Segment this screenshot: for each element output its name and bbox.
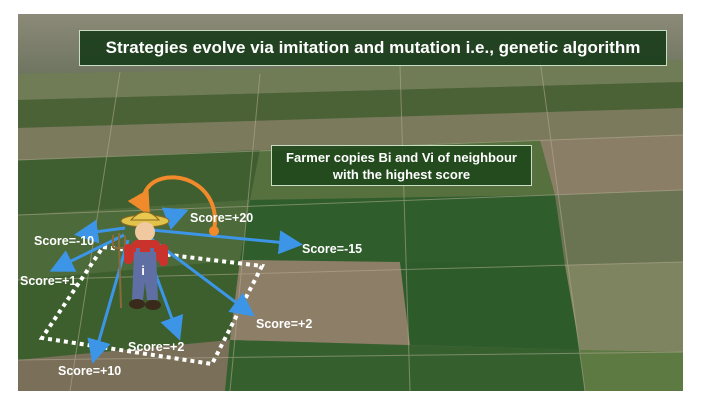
arrow-to-minus15 xyxy=(151,228,303,255)
score-label-plus1: Score=+1 xyxy=(20,274,76,288)
title-banner: Strategies evolve via imitation and muta… xyxy=(79,30,667,66)
score-label-plus10: Score=+10 xyxy=(58,364,121,378)
arrow-to-minus10 xyxy=(74,219,126,244)
title-banner-text: Strategies evolve via imitation and muta… xyxy=(105,38,641,57)
note-line-1: Farmer copies Bi and Vi of neighbour xyxy=(286,149,517,165)
farmer-figure: i xyxy=(112,211,170,310)
score-label-plus2-bottom: Score=+2 xyxy=(128,340,184,354)
score-label-minus10: Score=-10 xyxy=(34,234,94,248)
score-label-minus15: Score=-15 xyxy=(302,242,362,256)
note-box: Farmer copies Bi and Vi of neighbour wit… xyxy=(271,145,532,186)
imitation-loop-arrow xyxy=(127,175,219,236)
score-label-plus2-right: Score=+2 xyxy=(256,317,312,331)
farm-plot-outline xyxy=(38,244,266,367)
pitchfork-icon xyxy=(112,233,126,309)
farmer-badge: i xyxy=(141,263,145,278)
arrow-to-plus10 xyxy=(87,239,130,364)
score-labels: Score=+20 Score=-10 Score=-15 Score=+1 S… xyxy=(20,211,362,378)
aerial-farmland-background xyxy=(17,14,684,392)
note-line-2: with the highest score xyxy=(332,166,471,182)
score-label-plus20: Score=+20 xyxy=(190,211,253,225)
